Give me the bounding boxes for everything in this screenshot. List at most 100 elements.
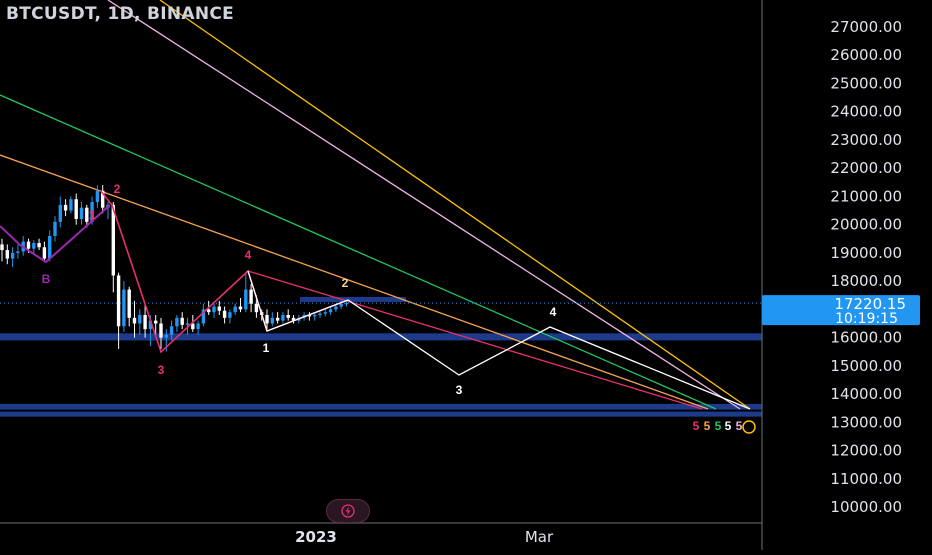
candle-body [291, 317, 296, 321]
wave-label: 2 [342, 276, 349, 290]
wave-label: 5 [736, 419, 743, 433]
candle-body [116, 275, 121, 327]
candle-body [164, 334, 168, 338]
candle-body [344, 303, 349, 305]
wave-label: 3 [456, 383, 463, 397]
candle-body [5, 250, 9, 259]
candle-body [238, 306, 243, 310]
candle-body [217, 306, 221, 311]
candle-body [249, 289, 253, 304]
candle-body [286, 315, 290, 318]
candle-body [58, 204, 62, 222]
trendlines [0, 0, 762, 410]
wave-label: 5 [725, 419, 732, 433]
wave-label: 5 [715, 419, 722, 433]
trendline-3 [0, 94, 717, 410]
price-tick-label: 14000.00 [830, 385, 902, 403]
candle-body [222, 310, 227, 318]
candle-body [323, 312, 327, 314]
candle-body [265, 315, 269, 324]
target-circle-icon [742, 420, 756, 434]
candle-body [32, 243, 36, 249]
candle-body [74, 199, 78, 219]
wave-path-abc [0, 204, 111, 264]
wave-label: 1 [263, 341, 270, 355]
candle-body [10, 252, 15, 259]
wave-path-projection [247, 270, 751, 410]
price-tick-label: 11000.00 [830, 470, 902, 488]
candle-body [185, 323, 190, 325]
time-tick-label: 2023 [295, 528, 337, 546]
candle-body [26, 241, 31, 249]
price-tick-label: 12000.00 [830, 442, 902, 460]
candle-body [85, 207, 89, 222]
candle-body [132, 317, 137, 324]
candle-body [16, 251, 20, 253]
wave-label: 5 [704, 419, 711, 433]
candle-body [154, 320, 158, 324]
candle-body [191, 323, 195, 330]
lightning-badge[interactable] [326, 499, 370, 523]
candle-body [275, 317, 280, 321]
candle-body [270, 317, 274, 324]
candle-body [0, 244, 4, 251]
candle-body [233, 306, 237, 313]
price-tick-label: 26000.00 [830, 46, 902, 64]
last-price-value: 17220.15 [834, 295, 906, 313]
candle-body [180, 317, 184, 325]
candle-body [122, 289, 126, 327]
resistance-segment [300, 296, 406, 302]
candle-body [159, 323, 163, 338]
candle-body [212, 306, 216, 313]
candle-body [313, 315, 317, 317]
wave-label: 3 [158, 363, 165, 377]
wave-label: 4 [550, 305, 557, 319]
candle-body [334, 306, 338, 310]
price-axis-background [762, 0, 932, 550]
support-zone-3 [0, 411, 762, 417]
candle-body [79, 207, 84, 219]
trendline-4 [0, 154, 709, 410]
price-tick-label: 23000.00 [830, 131, 902, 149]
price-tick-label: 16000.00 [830, 329, 902, 347]
lightning-icon [341, 504, 355, 518]
symbol-title[interactable]: BTCUSDT, 1D, BINANCE [6, 4, 235, 24]
candle-body [244, 289, 248, 310]
candle-body [138, 315, 142, 324]
candle-body [196, 323, 200, 330]
price-tick-label: 20000.00 [830, 216, 902, 234]
candle-body [69, 199, 73, 211]
price-tick-label: 10000.00 [830, 498, 902, 516]
trendline-5 [247, 270, 703, 410]
last-price-tag [762, 295, 920, 326]
candle-body [175, 317, 179, 327]
trendline-2 [107, 0, 741, 410]
price-tick-label: 15000.00 [830, 357, 902, 375]
price-axis[interactable]: 27000.00 26000.00 25000.00 24000.00 23000.00… [761, 0, 932, 550]
time-axis[interactable]: 2023 Mar [0, 522, 762, 546]
price-tick-label: 27000.00 [830, 18, 902, 36]
candle-body [63, 204, 68, 211]
candle-body [148, 320, 153, 330]
wave-label: B [42, 272, 51, 286]
bar-countdown: 10:19:15 [835, 311, 898, 327]
price-tick-label: 24000.00 [830, 103, 902, 121]
wave-label: 4 [245, 248, 252, 262]
candle-body [201, 309, 206, 324]
price-tick-label: 21000.00 [830, 187, 902, 205]
support-zone-1 [0, 333, 762, 341]
support-zone-2 [0, 403, 762, 410]
candle-body [111, 204, 115, 276]
price-tick-label: 22000.00 [830, 159, 902, 177]
candle-body [254, 303, 259, 313]
support-zones [0, 296, 762, 417]
candle-body [228, 312, 232, 318]
candle-body [143, 315, 147, 330]
price-tick-label: 19000.00 [830, 244, 902, 262]
candle-body [307, 315, 312, 317]
candlesticks [0, 185, 349, 352]
candle-body [48, 235, 52, 259]
